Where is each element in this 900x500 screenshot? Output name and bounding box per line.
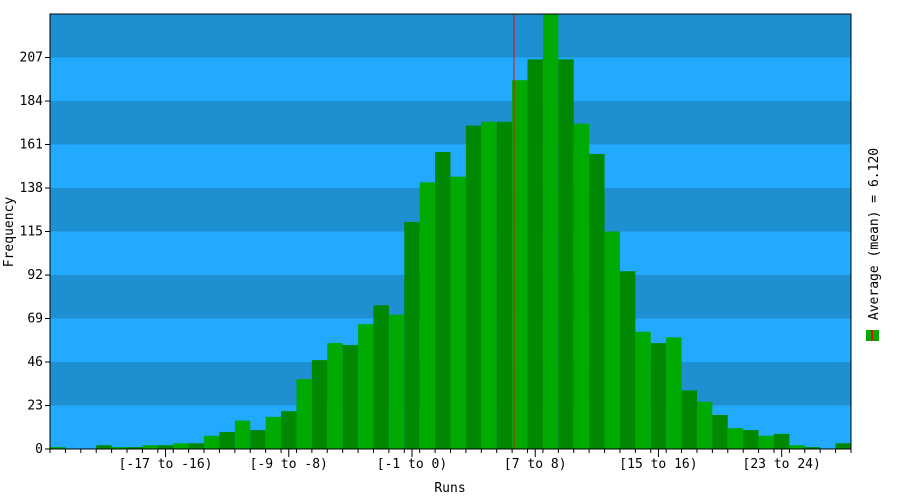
histogram-bar bbox=[342, 344, 359, 449]
y-tick-label: 184 bbox=[20, 94, 44, 109]
x-tick-label: [-1 to 0) bbox=[377, 457, 447, 472]
histogram-bar bbox=[743, 430, 759, 449]
histogram-bar bbox=[281, 411, 297, 449]
y-tick-label: 138 bbox=[20, 181, 43, 196]
histogram-bar bbox=[142, 445, 158, 449]
histogram-bar bbox=[296, 379, 312, 449]
histogram-bar bbox=[96, 445, 112, 449]
histogram-bar bbox=[804, 447, 821, 449]
y-tick-label: 92 bbox=[27, 268, 43, 283]
y-tick-label: 115 bbox=[20, 225, 43, 240]
x-tick-label: [-9 to -8) bbox=[250, 457, 328, 472]
legend-swatch-mark bbox=[871, 330, 873, 341]
histogram-bar bbox=[650, 343, 667, 449]
x-tick-label: [15 to 16) bbox=[619, 457, 697, 472]
histogram-bar bbox=[619, 271, 636, 449]
histogram-bar bbox=[542, 14, 559, 449]
histogram-bar bbox=[250, 430, 266, 449]
histogram-bars bbox=[50, 14, 851, 450]
y-axis-label: Frequency bbox=[2, 197, 17, 268]
histogram-bar bbox=[696, 401, 713, 449]
histogram-bar bbox=[712, 414, 728, 449]
y-tick-label: 0 bbox=[35, 442, 43, 457]
histogram-bar bbox=[589, 153, 605, 449]
histogram-bar bbox=[327, 343, 343, 449]
histogram-bar bbox=[681, 390, 697, 449]
y-tick-label: 23 bbox=[27, 399, 43, 414]
histogram-bar bbox=[373, 305, 389, 449]
histogram-bar bbox=[773, 433, 790, 449]
histogram-bar bbox=[604, 231, 620, 449]
histogram-bar bbox=[219, 431, 235, 449]
legend-label: Average (mean) = 6.120 bbox=[867, 148, 882, 320]
histogram-bar bbox=[188, 443, 205, 449]
background-band bbox=[50, 14, 851, 58]
histogram-bar bbox=[127, 447, 143, 449]
histogram-bar bbox=[635, 331, 651, 449]
histogram-bar bbox=[204, 435, 220, 449]
histogram-bar bbox=[727, 428, 744, 449]
histogram-bar bbox=[758, 435, 774, 449]
histogram-bar bbox=[666, 337, 682, 449]
histogram-bar bbox=[496, 121, 513, 449]
histogram-bar bbox=[173, 443, 189, 449]
histogram-bar bbox=[481, 121, 497, 449]
histogram-bar bbox=[573, 123, 590, 450]
y-tick-label: 46 bbox=[27, 355, 43, 370]
x-axis-label: Runs bbox=[434, 481, 465, 496]
y-axis: 0 23 46 69 92 115 138 161 184 207 bbox=[20, 51, 50, 457]
histogram-bar bbox=[465, 125, 482, 449]
histogram-bar bbox=[265, 416, 282, 449]
histogram-bar bbox=[388, 314, 405, 449]
background-band bbox=[50, 101, 851, 145]
histogram-bar bbox=[450, 176, 466, 450]
histogram-bar bbox=[512, 80, 528, 450]
histogram-bar bbox=[111, 447, 128, 449]
histogram-bar bbox=[435, 152, 451, 449]
histogram-bar bbox=[835, 443, 851, 449]
histogram-bar bbox=[527, 59, 543, 450]
histogram-bar bbox=[404, 222, 420, 449]
x-axis: [-17 to -16) [-9 to -8) [-1 to 0) [7 to 8) [… bbox=[49, 449, 852, 472]
histogram-bar bbox=[311, 360, 328, 449]
histogram-bar bbox=[234, 420, 251, 449]
histogram-bar bbox=[789, 445, 805, 449]
background-band bbox=[50, 57, 851, 101]
histogram-bar bbox=[558, 59, 574, 450]
histogram-bar bbox=[419, 182, 436, 449]
y-tick-label: 161 bbox=[20, 138, 43, 153]
y-tick-label: 69 bbox=[27, 312, 43, 327]
legend: Average (mean) = 6.120 bbox=[866, 148, 882, 341]
x-tick-label: [23 to 24) bbox=[743, 457, 821, 472]
y-tick-label: 207 bbox=[20, 51, 43, 66]
x-tick-label: [-17 to -16) bbox=[119, 457, 213, 472]
histogram-bar bbox=[50, 447, 66, 449]
histogram-bar bbox=[157, 445, 174, 449]
histogram-bar bbox=[358, 324, 374, 449]
x-tick-label: [7 to 8) bbox=[504, 457, 567, 472]
